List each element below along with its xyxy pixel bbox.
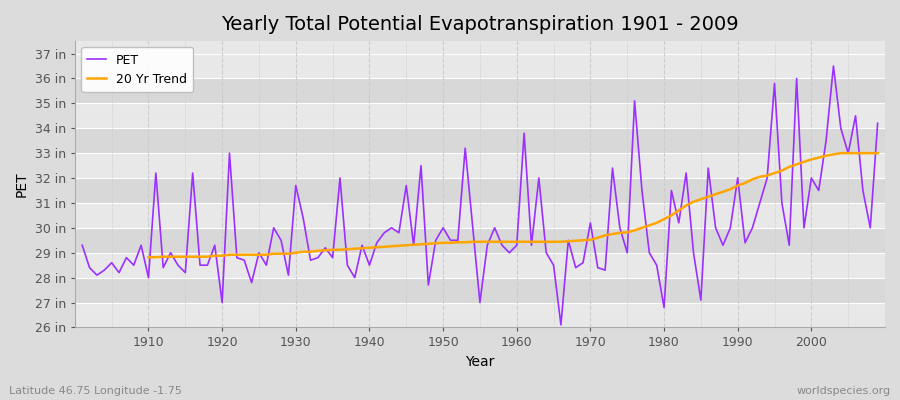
Title: Yearly Total Potential Evapotranspiration 1901 - 2009: Yearly Total Potential Evapotranspiratio… [221,15,739,34]
20 Yr Trend [283,251,293,256]
PET [872,121,883,126]
Line: 20 Yr Trend: 20 Yr Trend [148,153,878,257]
Bar [75,278,885,302]
PET [828,64,839,68]
PET [136,243,147,248]
X-axis label: Year: Year [465,355,495,369]
Bar [75,78,885,103]
PET [342,263,353,268]
PET [511,243,522,248]
PET [504,250,515,255]
PET [555,322,566,327]
Bar [75,128,885,153]
20 Yr Trend [143,255,154,260]
Line: PET: PET [82,66,878,325]
20 Yr Trend [835,151,846,156]
Text: Latitude 46.75 Longitude -1.75: Latitude 46.75 Longitude -1.75 [9,386,182,396]
20 Yr Trend [872,151,883,156]
20 Yr Trend [578,238,589,243]
Legend: PET, 20 Yr Trend: PET, 20 Yr Trend [81,47,194,92]
Bar [75,302,885,328]
Bar [75,253,885,278]
20 Yr Trend [842,151,853,156]
20 Yr Trend [814,155,824,160]
PET [298,216,309,220]
Bar [75,153,885,178]
Bar [75,103,885,128]
Bar [75,228,885,253]
Text: worldspecies.org: worldspecies.org [796,386,891,396]
Y-axis label: PET: PET [15,172,29,197]
PET [608,166,618,170]
Bar [75,54,885,78]
Bar [75,178,885,203]
20 Yr Trend [312,248,323,253]
20 Yr Trend [518,239,529,244]
Bar [75,203,885,228]
PET [76,243,87,248]
